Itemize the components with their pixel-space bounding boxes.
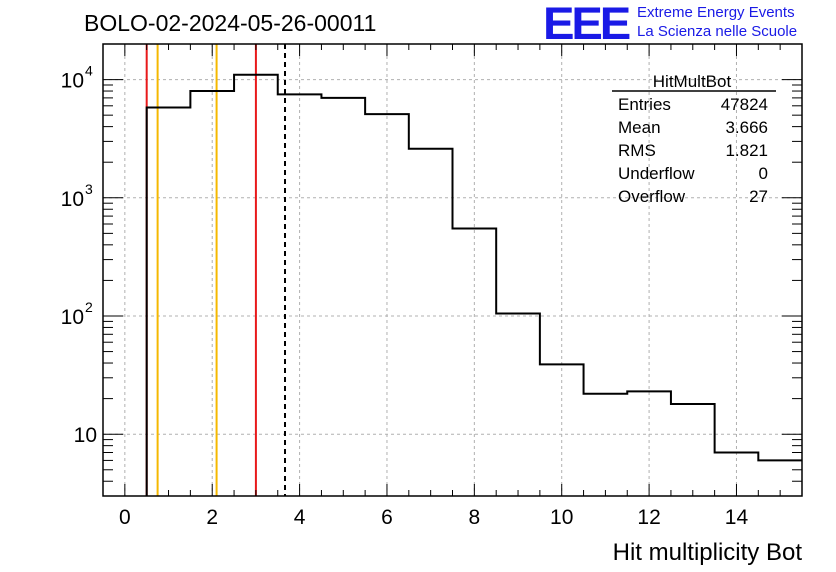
y-tick-exponent: 4	[85, 63, 93, 79]
y-tick-label: 10	[74, 424, 97, 447]
axes-frame	[102, 43, 803, 497]
grid-layer	[103, 44, 802, 496]
x-tick-label: 2	[206, 506, 218, 529]
histogram-bin	[409, 149, 453, 496]
stats-label: Entries	[618, 95, 671, 114]
stats-label: Mean	[618, 118, 661, 137]
histogram-bin	[584, 394, 628, 496]
stats-value: 0	[759, 164, 768, 183]
run-title: BOLO-02-2024-05-26-00011	[84, 10, 377, 36]
stats-label: Underflow	[618, 164, 695, 183]
y-tick-exponent: 3	[85, 181, 93, 197]
y-tick-exponent: 2	[85, 299, 93, 315]
histogram-bin	[627, 391, 671, 496]
logo-caption-line1: Extreme Energy Events	[637, 4, 795, 21]
histogram-bin	[671, 404, 715, 496]
y-tick-label: 10	[61, 306, 84, 329]
y-tick-label: 10	[61, 188, 84, 211]
stats-value: 47824	[721, 95, 768, 114]
histogram-series	[145, 73, 802, 496]
stats-box-name: HitMultBot	[653, 72, 732, 91]
stats-label: Overflow	[618, 187, 686, 206]
x-tick-label: 8	[469, 506, 481, 529]
stats-label: RMS	[618, 141, 656, 160]
stats-value: 3.666	[725, 118, 768, 137]
marker-lines	[145, 44, 287, 496]
x-tick-label: 0	[119, 506, 131, 529]
x-tick-label: 12	[637, 506, 660, 529]
histogram-bin	[496, 313, 540, 496]
histogram-bin	[147, 108, 191, 496]
eee-logo: EEE	[543, 0, 631, 49]
x-tick-label: 6	[381, 506, 393, 529]
plot-frame	[102, 43, 803, 497]
x-tick-label: 10	[550, 506, 573, 529]
x-tick-label: 4	[294, 506, 306, 529]
x-tick-label: 14	[725, 506, 749, 529]
stats-value: 27	[749, 187, 768, 206]
histogram-bin	[321, 98, 365, 496]
x-axis-title: Hit multiplicity Bot	[613, 539, 803, 566]
stats-box: HitMultBot Entries 47824 Mean 3.666 RMS 1.821 U…	[612, 72, 776, 206]
histogram-outline	[145, 73, 802, 496]
logo-caption-line2: La Scienza nelle Scuole	[637, 23, 798, 40]
stats-value: 1.821	[725, 141, 768, 160]
y-tick-label: 10	[61, 70, 84, 93]
